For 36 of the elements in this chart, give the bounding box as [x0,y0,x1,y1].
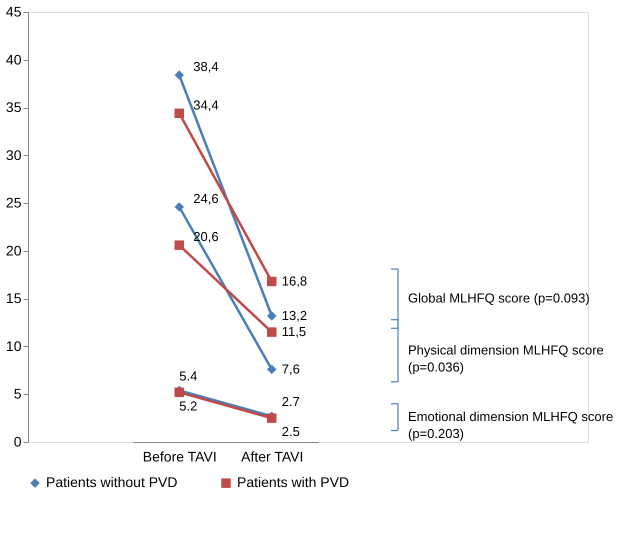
y-tick-label: 0 [14,434,22,450]
y-tick-label: 20 [6,242,22,258]
text: Emotional dimension MLHFQ score (p=0.203) [408,409,614,442]
x-tick-label: Before TAVI [142,448,217,464]
data-label: 5.2 [179,398,198,414]
data-label: 38,4 [193,59,219,74]
x-tick-label: After TAVI [241,448,304,464]
point [174,240,184,250]
legend-label: Patients without PVD [46,474,178,490]
data-label: 13,2 [282,308,308,323]
y-tick-label: 45 [6,4,22,20]
data-label: 16,8 [282,273,308,288]
data-label: 7,6 [282,361,300,376]
data-label: 2.5 [282,424,300,440]
y-tick-label: 5 [14,386,22,402]
data-label: 5.4 [179,368,198,384]
y-tick-label: 30 [6,146,22,163]
y-tick-label: 35 [6,99,22,116]
point [174,202,184,212]
point [267,327,276,337]
point [174,108,184,118]
y-tick-label: 25 [6,194,22,211]
point [267,364,276,374]
data-label: 11,5 [282,324,306,340]
point [267,311,276,321]
y-tick-label: 10 [6,338,22,354]
legend-label: Patients with PVD [237,474,350,490]
data-label: 34,4 [193,97,219,112]
point [267,276,276,286]
y-tick-label: 40 [6,51,22,68]
data-label: 2.7 [282,394,300,410]
data-label: 24,6 [193,190,219,206]
text: Physical dimension MLHFQ score (p=0.036) [408,342,604,375]
text: Global MLHFQ score (p=0.093) [408,290,590,306]
point [174,70,184,80]
y-tick-label: 15 [6,290,22,306]
